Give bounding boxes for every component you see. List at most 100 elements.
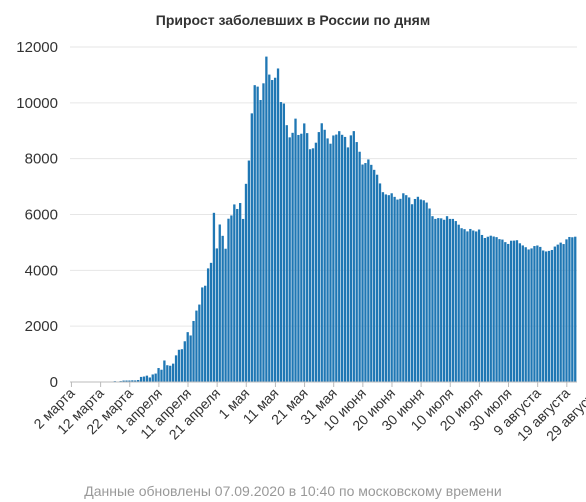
bar [550,249,554,382]
bar [271,80,274,382]
bar [422,200,425,382]
bar [559,242,562,382]
bar [131,380,134,382]
y-tick-label: 0 [50,374,58,391]
bar [346,147,350,382]
bar [387,195,390,382]
bar [320,123,323,383]
bar [530,248,533,382]
bar [442,219,446,382]
bar [308,149,312,382]
bar [501,239,504,382]
bar [524,247,527,382]
bar [306,133,309,382]
bar [370,164,373,382]
update-note: Данные обновлены 07.09.2020 в 10:40 по м… [84,483,502,499]
bar [201,287,204,382]
bar [204,285,207,382]
bar [183,341,186,382]
bar [440,218,443,382]
bar [527,249,530,382]
bar [139,376,143,382]
bar [492,236,495,382]
bar [323,129,326,382]
bar [515,240,519,382]
bar [215,248,218,382]
bar [512,240,516,382]
bar [451,218,455,382]
bar [533,246,536,382]
bar [358,151,361,382]
bar [192,320,195,382]
bars [70,56,577,383]
bar [483,237,487,382]
bar [486,236,489,382]
bar [276,68,280,382]
bar [291,132,294,382]
bar [180,349,184,382]
bar [279,102,283,383]
bar [399,198,402,382]
bar [160,369,163,382]
bar [218,224,221,382]
bar [410,204,414,382]
bar [256,86,259,383]
bar [317,132,320,382]
bar [477,229,481,382]
bar [475,231,478,382]
bar [378,183,382,382]
bar [448,218,452,382]
bar [463,229,466,382]
bar [408,197,411,382]
bar [174,355,178,382]
bar [198,304,201,382]
bar [542,250,545,382]
y-axis-ticks: 0 2000 4000 6000 8000 10000 12000 [16,39,58,391]
bar [361,164,364,382]
bar [303,123,306,382]
bar [145,375,149,382]
bar [338,131,341,382]
bar [539,246,542,382]
bar [507,243,510,382]
bar [230,215,233,382]
bar [166,365,169,382]
bar [504,242,507,382]
bar [169,365,172,382]
bar [562,244,565,382]
bar [233,204,236,382]
bar [437,218,440,382]
bar [343,136,347,382]
bar [565,239,568,382]
bar [326,138,329,382]
bar [568,236,571,382]
bar [300,133,303,382]
y-tick-label: 2000 [25,318,58,335]
bar [472,230,475,382]
bar [195,310,198,382]
bar [294,118,297,382]
bar [241,218,245,382]
bar [425,202,428,382]
bar [282,103,286,382]
bar [495,237,498,382]
bar [148,377,151,382]
bar [125,380,128,382]
bar [250,113,253,383]
bar [454,221,457,382]
bar [122,380,125,382]
bar [154,373,157,382]
bar [268,74,271,382]
bar [498,239,501,382]
bar [262,83,265,382]
bar [171,363,175,382]
bar [247,160,251,382]
bar [221,235,224,382]
bar [212,212,216,382]
bar [521,245,524,382]
bar [431,216,434,382]
bar [177,349,181,382]
bar [466,231,469,382]
bar [480,234,484,382]
